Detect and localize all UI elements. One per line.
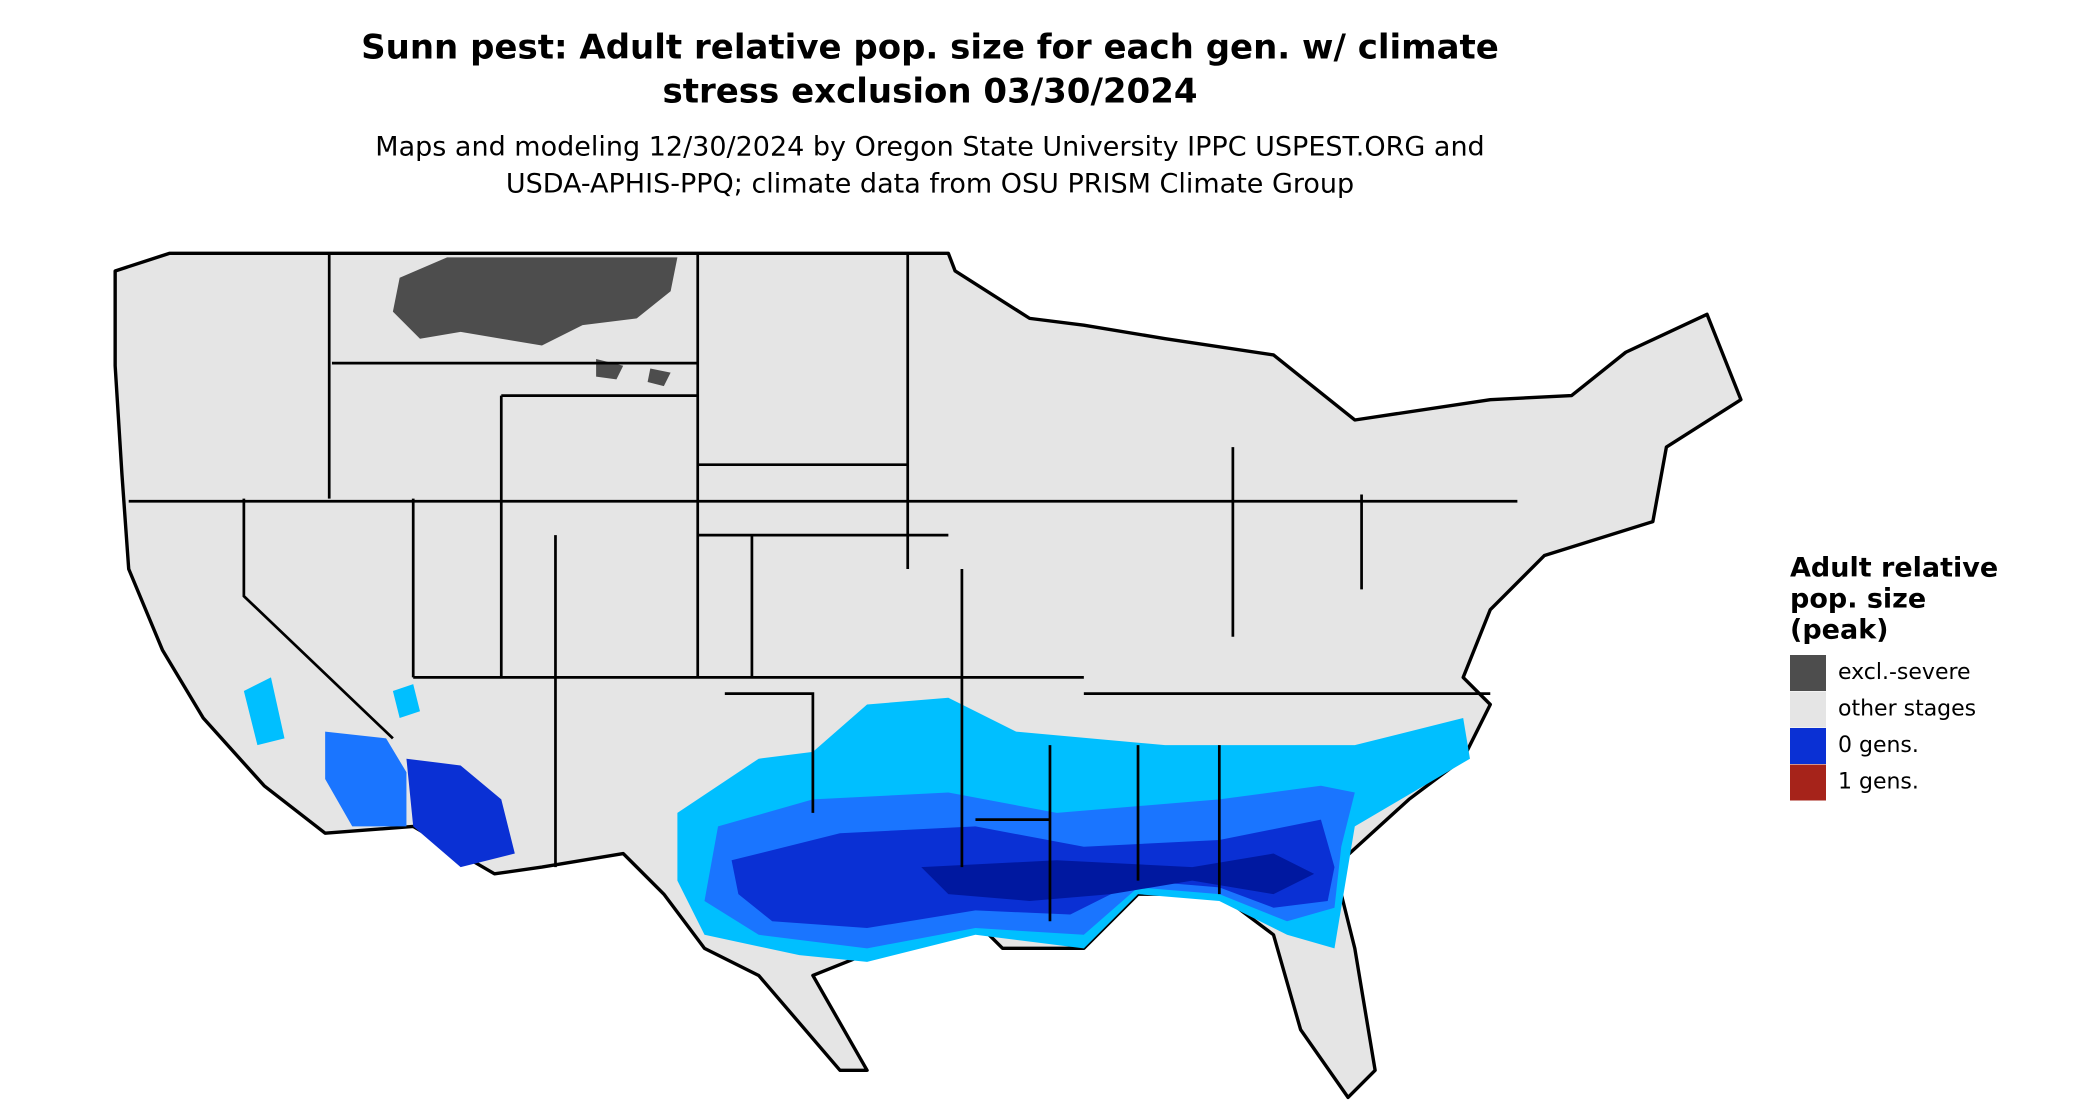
map (113, 251, 1743, 1100)
legend-title-line: (peak) (1790, 615, 1889, 646)
legend-label: 0 gens. (1838, 733, 1919, 758)
legend-label: 1 gens. (1838, 770, 1919, 795)
legend-swatch (1790, 691, 1826, 728)
subtitle-line: USDA-APHIS-PPQ; climate data from OSU PR… (506, 169, 1354, 200)
legend-title-line: Adult relative (1790, 553, 1998, 584)
legend-swatch (1790, 764, 1826, 801)
title-line: stress exclusion 03/30/2024 (662, 72, 1197, 112)
legend-swatch (1790, 728, 1826, 764)
legend-label: excl.-severe (1838, 660, 1971, 685)
titles: Sunn pest: Adult relative pop. size for … (361, 28, 1499, 200)
legend-swatch (1790, 655, 1826, 691)
title-line: Sunn pest: Adult relative pop. size for … (361, 28, 1499, 68)
legend-label: other stages (1838, 697, 1976, 722)
state-borders (128, 253, 1518, 922)
navy-area (921, 853, 1315, 901)
legend-title-line: pop. size (1790, 584, 1926, 615)
subtitle-line: Maps and modeling 12/30/2024 by Oregon S… (375, 132, 1484, 163)
excl-severe-area (392, 257, 678, 387)
